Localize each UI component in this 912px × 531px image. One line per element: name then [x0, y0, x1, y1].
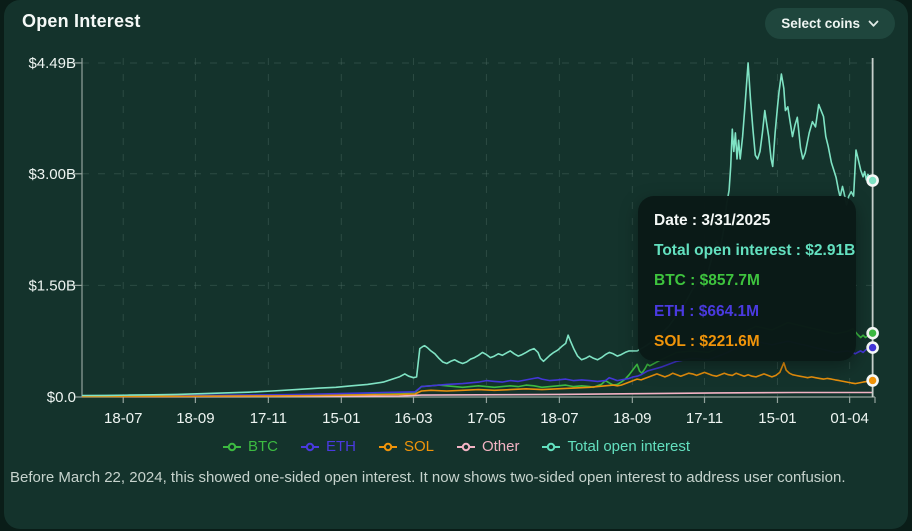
chart-tooltip: Date : 3/31/2025 Total open interest : $2…	[638, 196, 856, 361]
x-tick-label: 18-09	[613, 410, 651, 427]
legend-marker-icon	[222, 442, 241, 451]
tooltip-row-eth: ETH : $664.1M	[654, 302, 760, 320]
marker-dot-total	[866, 174, 879, 187]
y-tick-label: $4.49B	[28, 55, 76, 72]
x-tick-label: 15-01	[758, 410, 796, 427]
legend-item-eth[interactable]: ETH	[300, 438, 356, 455]
select-coins-button[interactable]: Select coins	[765, 8, 895, 39]
x-tick-label: 17-05	[467, 410, 505, 427]
y-tick-label: $0.0	[47, 389, 76, 406]
legend-label: Other	[481, 438, 520, 455]
open-interest-chart[interactable]: $4.49B $3.00B $1.50B $0.0 18-07 18-09 17-11 15-…	[0, 0, 912, 432]
series-line-sol	[82, 361, 873, 398]
x-tick-label: 17-11	[250, 410, 287, 427]
footnote: Before March 22, 2024, this showed one-s…	[10, 469, 846, 486]
tooltip-row-date: Date : 3/31/2025	[654, 212, 771, 229]
select-coins-label: Select coins	[781, 16, 860, 31]
x-tick-label: 17-11	[686, 410, 723, 427]
y-tick-label: $1.50B	[28, 277, 76, 294]
page-title: Open Interest	[22, 11, 141, 31]
legend-item-total[interactable]: Total open interest	[541, 438, 690, 455]
tooltip-row-sol: SOL : $221.6M	[654, 332, 760, 350]
legend-marker-icon	[542, 442, 561, 451]
legend-item-sol[interactable]: SOL	[378, 438, 434, 455]
legend-item-btc[interactable]: BTC	[222, 438, 278, 455]
x-tick-label: 16-03	[394, 410, 432, 427]
tooltip-row-btc: BTC : $857.7M	[654, 272, 760, 290]
marker-dot-sol	[866, 374, 879, 387]
legend-item-other[interactable]: Other	[456, 438, 520, 455]
x-tick-label: 15-01	[322, 410, 360, 427]
chevron-down-icon	[868, 20, 879, 27]
legend-marker-icon	[456, 442, 475, 451]
legend-label: BTC	[247, 438, 278, 455]
legend-label: SOL	[403, 438, 434, 455]
legend-marker-icon	[300, 442, 319, 451]
marker-dot-eth	[866, 341, 879, 354]
x-tick-label: 01-04	[830, 410, 868, 427]
x-tick-label: 18-07	[540, 410, 578, 427]
legend-label: ETH	[325, 438, 356, 455]
y-tick-label: $3.00B	[28, 166, 76, 183]
tooltip-row-total: Total open interest : $2.91B	[654, 242, 856, 260]
legend-label: Total open interest	[567, 438, 691, 455]
legend-marker-icon	[378, 442, 397, 451]
legend: BTC ETH SOL Other Total open interest	[0, 438, 912, 455]
x-tick-label: 18-07	[104, 410, 142, 427]
marker-dot-btc	[866, 326, 879, 340]
x-tick-label: 18-09	[176, 410, 214, 427]
